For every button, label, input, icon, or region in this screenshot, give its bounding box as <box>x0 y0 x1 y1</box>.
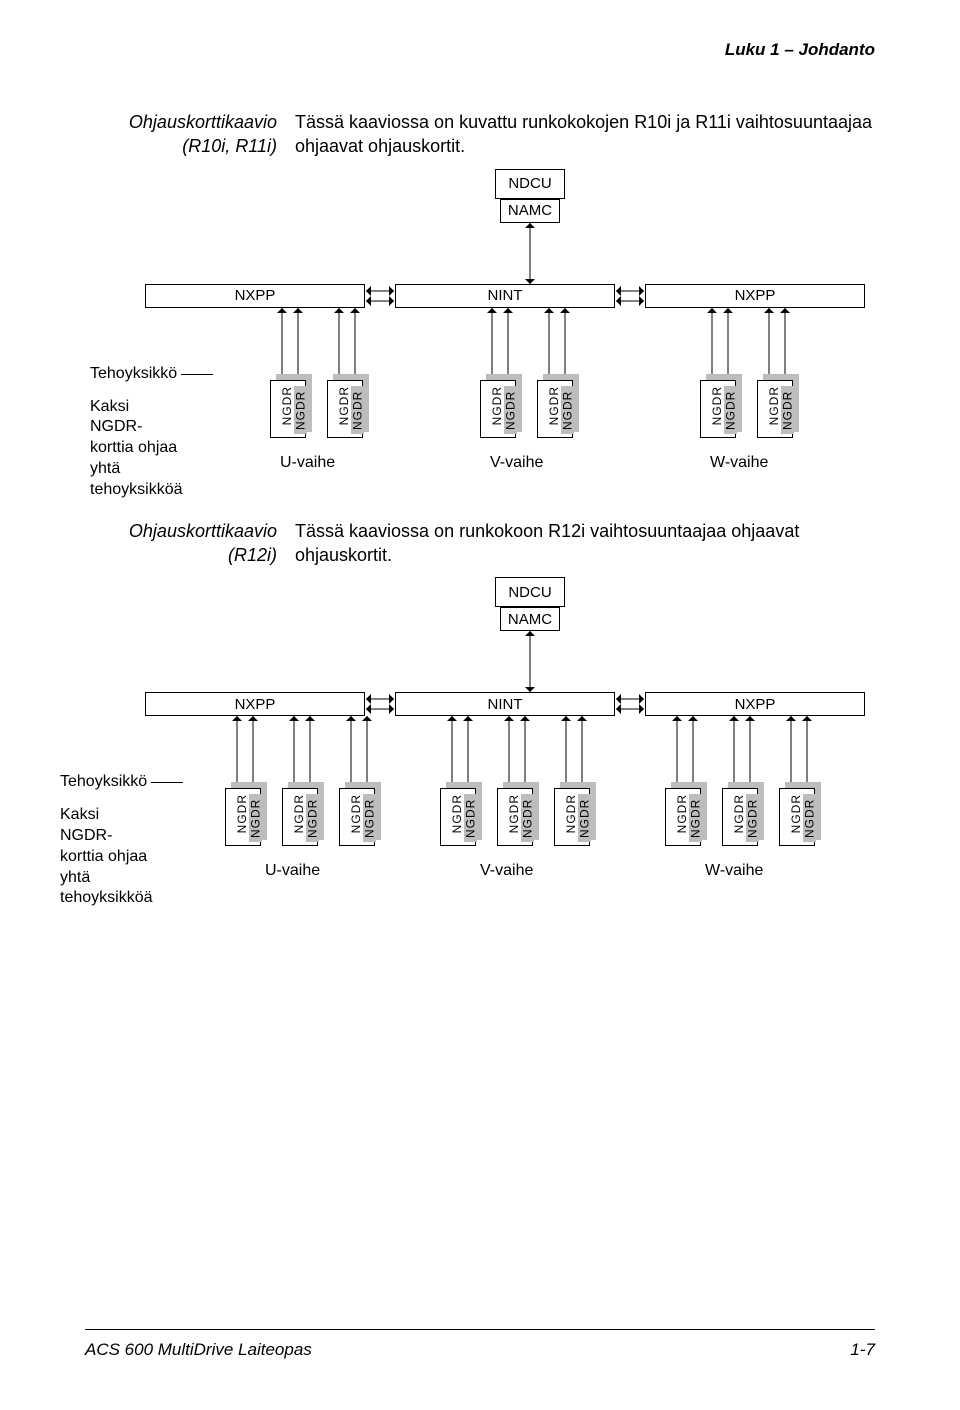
ngdr-pair: NGDR NGDR <box>665 782 707 846</box>
ngdr-label: NGDR <box>732 794 746 833</box>
ngdr-pair: NGDR NGDR <box>480 374 522 438</box>
ngdr-label: NGDR <box>280 386 294 425</box>
ngdr-label: NGDR <box>351 386 364 434</box>
footer-line <box>85 1329 875 1330</box>
ngdr-label: NGDR <box>349 794 363 833</box>
ngdr-label: NGDR <box>292 794 306 833</box>
arrows-2 <box>85 577 875 907</box>
phase-label-W: W-vaihe <box>705 862 763 880</box>
ngdr-label: NGDR <box>337 386 351 425</box>
ngdr-label: NGDR <box>235 794 249 833</box>
intro-2: Ohjauskorttikaavio(R12i) Tässä kaaviossa… <box>85 519 875 568</box>
ngdr-label: NGDR <box>363 794 376 842</box>
ngdr-label: NGDR <box>504 386 517 434</box>
kaksi-label: KaksiNGDR-korttia ohjaayhtätehoyksikköä <box>60 805 180 909</box>
ngdr-label: NGDR <box>464 794 477 842</box>
ngdr-label: NGDR <box>803 794 816 842</box>
ngdr-label: NGDR <box>724 386 737 434</box>
ngdr-label: NGDR <box>294 386 307 434</box>
bus-right-1: NXPP <box>645 284 865 308</box>
tehoyksikko-line <box>181 374 213 375</box>
ngdr-pair: NGDR NGDR <box>722 782 764 846</box>
bus-left-2: NXPP <box>145 692 365 716</box>
tehoyksikko-label: Tehoyksikkö <box>60 772 147 793</box>
diagram-1: NDCU NAMC NXPP NINT NXPP TehoyksikköKaks… <box>85 169 875 489</box>
chapter-title: Luku 1 – Johdanto <box>725 40 875 60</box>
phase-label-W: W-vaihe <box>710 454 768 472</box>
ngdr-pair: NGDR NGDR <box>225 782 267 846</box>
phase-label-V: V-vaihe <box>490 454 543 472</box>
bus-left-1: NXPP <box>145 284 365 308</box>
ngdr-pair: NGDR NGDR <box>537 374 579 438</box>
bus-right-2: NXPP <box>645 692 865 716</box>
ngdr-pair: NGDR NGDR <box>700 374 742 438</box>
tehoyksikko-label: Tehoyksikkö <box>90 364 177 385</box>
ngdr-pair: NGDR NGDR <box>440 782 482 846</box>
ngdr-pair: NGDR NGDR <box>282 782 324 846</box>
ngdr-label: NGDR <box>689 794 702 842</box>
intro-2-text: Tässä kaaviossa on runkokoon R12i vaihto… <box>295 519 875 568</box>
phase-label-U: U-vaihe <box>265 862 320 880</box>
ngdr-pair: NGDR NGDR <box>339 782 381 846</box>
section-1: Ohjauskorttikaavio(R10i, R11i) Tässä kaa… <box>85 110 875 489</box>
ngdr-label: NGDR <box>789 794 803 833</box>
intro-2-label: Ohjauskorttikaavio(R12i) <box>85 519 295 568</box>
ngdr-label: NGDR <box>521 794 534 842</box>
ngdr-pair: NGDR NGDR <box>554 782 596 846</box>
ngdr-label: NGDR <box>564 794 578 833</box>
intro-1: Ohjauskorttikaavio(R10i, R11i) Tässä kaa… <box>85 110 875 159</box>
footer-left: ACS 600 MultiDrive Laiteopas <box>85 1340 312 1360</box>
intro-1-label: Ohjauskorttikaavio(R10i, R11i) <box>85 110 295 159</box>
section-2: Ohjauskorttikaavio(R12i) Tässä kaaviossa… <box>85 519 875 908</box>
ngdr-label: NGDR <box>507 794 521 833</box>
ngdr-label: NGDR <box>561 386 574 434</box>
bus-mid-2: NINT <box>395 692 615 716</box>
ngdr-label: NGDR <box>781 386 794 434</box>
ngdr-pair: NGDR NGDR <box>270 374 312 438</box>
ngdr-label: NGDR <box>450 794 464 833</box>
namc-box-2: NAMC <box>500 607 560 631</box>
ngdr-pair: NGDR NGDR <box>779 782 821 846</box>
ngdr-pair: NGDR NGDR <box>327 374 369 438</box>
bus-mid-1: NINT <box>395 284 615 308</box>
intro-1-text: Tässä kaaviossa on kuvattu runkokokojen … <box>295 110 875 159</box>
ngdr-label: NGDR <box>547 386 561 425</box>
page: Luku 1 – Johdanto Ohjauskorttikaavio(R10… <box>0 0 960 1410</box>
phase-label-V: V-vaihe <box>480 862 533 880</box>
kaksi-label: KaksiNGDR-korttia ohjaayhtätehoyksikköä <box>90 397 210 501</box>
ngdr-label: NGDR <box>306 794 319 842</box>
ngdr-pair: NGDR NGDR <box>757 374 799 438</box>
ngdr-label: NGDR <box>578 794 591 842</box>
ngdr-label: NGDR <box>710 386 724 425</box>
footer-right: 1-7 <box>850 1340 875 1360</box>
ngdr-label: NGDR <box>767 386 781 425</box>
namc-box-1: NAMC <box>500 199 560 223</box>
ngdr-pair: NGDR NGDR <box>497 782 539 846</box>
ngdr-label: NGDR <box>746 794 759 842</box>
ngdr-label: NGDR <box>249 794 262 842</box>
ngdr-label: NGDR <box>675 794 689 833</box>
diagram-2: NDCU NAMC NXPP NINT NXPP TehoyksikköKaks… <box>85 577 875 907</box>
ndcu-box-1: NDCU <box>495 169 565 199</box>
tehoyksikko-line <box>151 782 183 783</box>
phase-label-U: U-vaihe <box>280 454 335 472</box>
ngdr-label: NGDR <box>490 386 504 425</box>
ndcu-box-2: NDCU <box>495 577 565 607</box>
